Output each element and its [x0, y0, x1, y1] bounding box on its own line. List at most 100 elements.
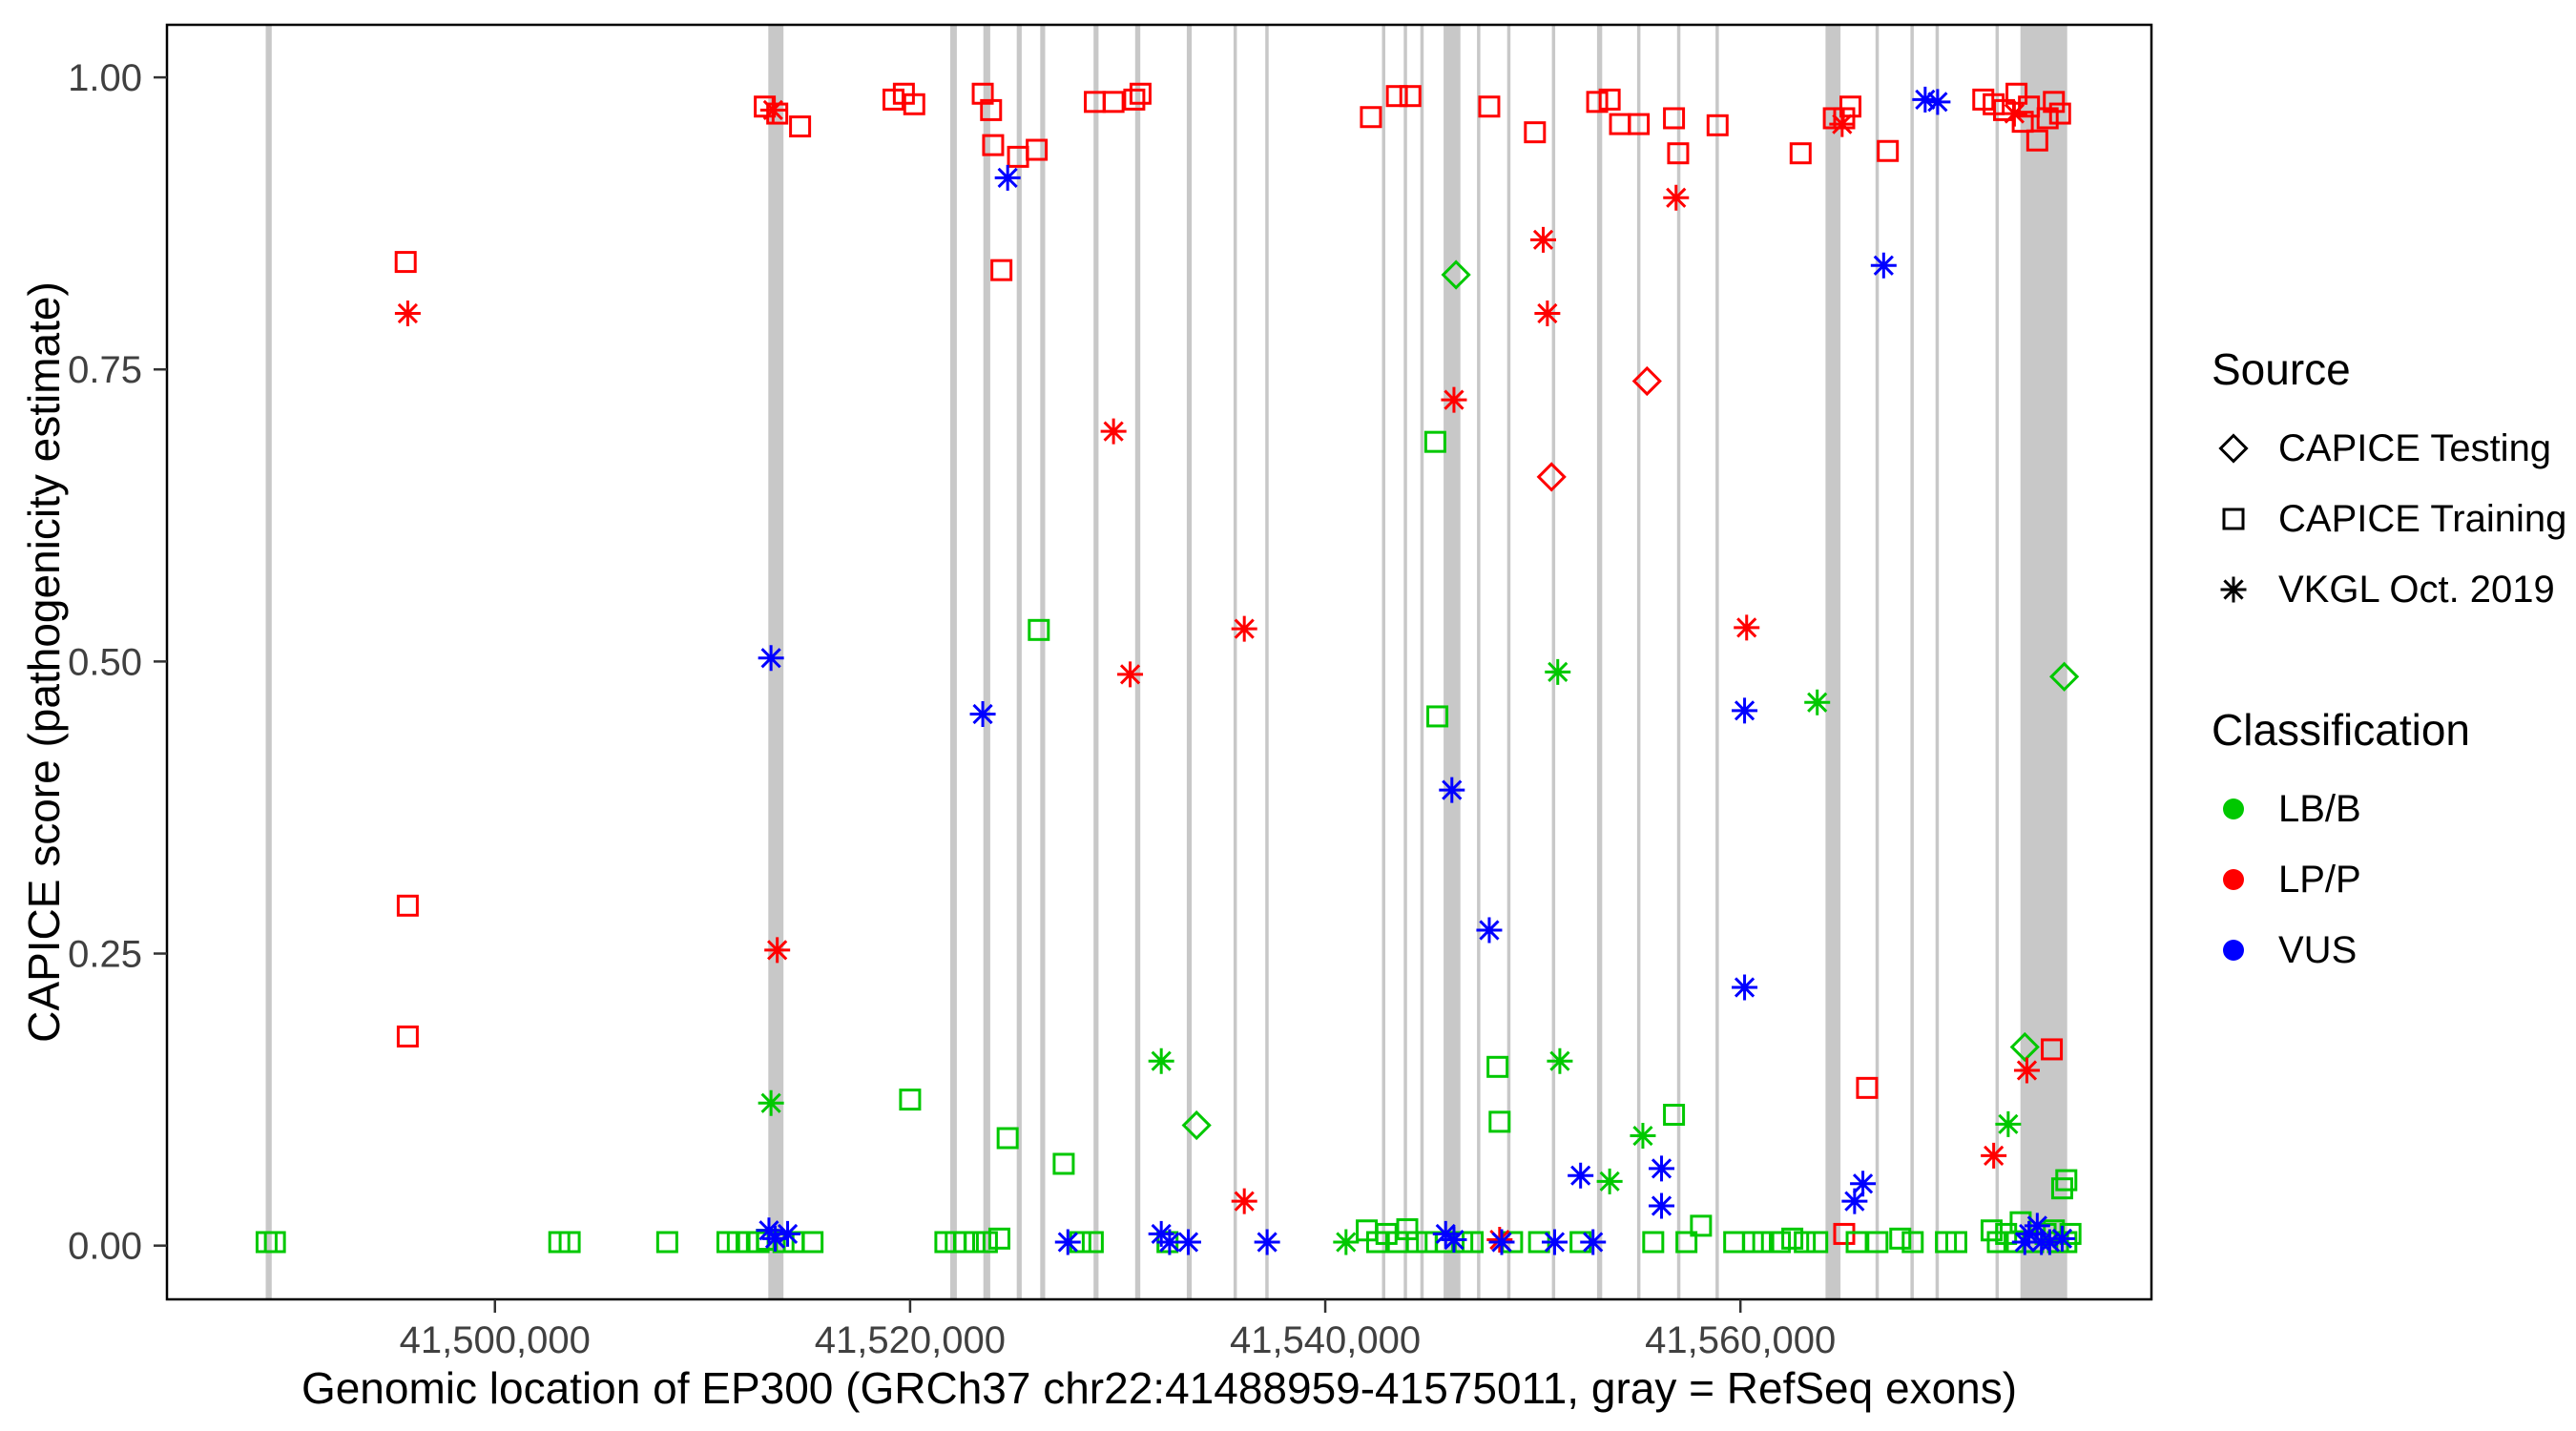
- data-point-square: [1628, 113, 1651, 135]
- data-point-square: [1598, 88, 1621, 111]
- legend-item-label: LP/P: [2278, 858, 2361, 901]
- data-point-asterisk: [2220, 576, 2247, 603]
- x-tick-label: 41,560,000: [1645, 1319, 1836, 1361]
- data-point-asterisk: [394, 300, 421, 326]
- data-point-asterisk: [2024, 1213, 2050, 1239]
- legend-item-lbb: LB/B: [2212, 786, 2566, 832]
- data-point-asterisk: [1649, 1192, 1675, 1219]
- exon-bar: [2020, 25, 2067, 1299]
- legend-item-vus: VUS: [2212, 927, 2566, 973]
- data-point-asterisk: [2013, 1057, 2040, 1084]
- data-point-asterisk: [1117, 661, 1144, 688]
- legend-item-vkgl: VKGL Oct. 2019: [2212, 567, 2566, 612]
- data-point-square: [1123, 88, 1146, 111]
- asterisk-icon: [2220, 576, 2247, 603]
- exon-bar: [949, 25, 957, 1299]
- data-point-diamond: [1631, 365, 1662, 397]
- exon-bar: [1825, 25, 1841, 1299]
- data-point-asterisk: [1441, 386, 1467, 413]
- data-point-square: [1081, 1231, 1104, 1254]
- exon-bar: [1134, 25, 1141, 1299]
- data-point-square: [1423, 430, 1446, 453]
- data-point-asterisk: [1995, 1110, 2022, 1137]
- data-point-asterisk: [1630, 1123, 1656, 1150]
- square-icon: [2222, 508, 2245, 530]
- x-tick-label: 41,540,000: [1230, 1319, 1421, 1361]
- data-point-square: [996, 1127, 1019, 1150]
- legend-item-capice-training: CAPICE Training: [2212, 496, 2566, 542]
- data-point-asterisk: [1596, 1168, 1623, 1194]
- legend-item-label: VKGL Oct. 2019: [2278, 568, 2555, 611]
- legend-source-title: Source: [2212, 344, 2351, 394]
- exon-bar: [1093, 25, 1099, 1299]
- legend-item-capice-testing: CAPICE Testing: [2212, 425, 2566, 471]
- exon-bar: [1910, 25, 1914, 1299]
- data-point-asterisk: [1054, 1229, 1081, 1255]
- data-point-square: [1706, 114, 1729, 136]
- data-point-square: [1667, 142, 1690, 165]
- data-point-asterisk: [1231, 615, 1257, 642]
- exon-bar: [1420, 25, 1424, 1299]
- data-point-square: [2025, 129, 2048, 152]
- data-point-square: [1769, 1231, 1792, 1254]
- data-point-square: [1028, 618, 1050, 641]
- legend-classification-title: Classification: [2212, 705, 2470, 755]
- data-point-square: [1663, 107, 1686, 130]
- data-point-asterisk: [1530, 226, 1557, 253]
- data-point-square: [1488, 1110, 1511, 1133]
- data-point-asterisk: [2001, 100, 2027, 127]
- data-point-square: [1462, 1231, 1485, 1254]
- data-point-square: [396, 894, 419, 917]
- y-tick-label: 0.75: [68, 349, 142, 391]
- data-point-asterisk: [1850, 1171, 1877, 1197]
- data-point-asterisk: [1156, 1229, 1183, 1255]
- data-point-asterisk: [1580, 1229, 1607, 1255]
- data-point-diamond: [1441, 259, 1471, 290]
- data-point-asterisk: [1912, 86, 1939, 113]
- data-point-square: [1901, 1231, 1924, 1254]
- diamond-icon: [2218, 433, 2249, 464]
- data-point-square: [1102, 91, 1125, 114]
- data-point-asterisk: [1254, 1229, 1280, 1255]
- data-point-asterisk: [1649, 1155, 1675, 1182]
- data-point-square: [1789, 142, 1812, 165]
- exon-bar: [1935, 25, 1940, 1299]
- legend-item-lpp: LP/P: [2212, 857, 2566, 902]
- panel-border: [165, 23, 2153, 1301]
- legend-classification-group: Classification LB/B LP/P VUS: [2212, 704, 2566, 973]
- data-point-diamond: [1536, 462, 1567, 492]
- exon-bar: [265, 25, 272, 1299]
- scatter-plot: 41,500,000 41,520,000 41,540,000 41,560,000…: [68, 23, 2153, 1361]
- data-point-square: [655, 1231, 678, 1254]
- data-point-asterisk: [1547, 1047, 1573, 1074]
- data-point-square: [801, 1231, 824, 1254]
- exon-bar: [1016, 25, 1022, 1299]
- data-point-square: [899, 1089, 922, 1111]
- vus-dot-icon: [2223, 940, 2244, 961]
- legend-panel: Source CAPICE Testing CAPICE Training VK…: [2212, 343, 2566, 998]
- exon-bar: [1444, 25, 1461, 1299]
- data-point-asterisk: [761, 1225, 788, 1252]
- data-point-square: [982, 134, 1005, 156]
- data-point-square: [263, 1231, 286, 1254]
- lbb-dot-icon: [2223, 798, 2244, 819]
- data-point-asterisk: [1148, 1047, 1174, 1074]
- data-point-asterisk: [1732, 974, 1758, 1001]
- data-point-square: [1052, 1152, 1075, 1175]
- data-point-square: [789, 115, 812, 138]
- data-point-asterisk: [759, 96, 786, 123]
- y-axis-title: CAPICE score (pathogenicity estimate): [19, 281, 69, 1043]
- data-point-square: [1944, 1231, 1967, 1254]
- exon-bar: [1506, 25, 1511, 1299]
- exon-bar: [1875, 25, 1880, 1299]
- data-point-asterisk: [1924, 89, 1951, 115]
- data-point-asterisk: [1439, 777, 1465, 803]
- data-point-asterisk: [1870, 252, 1897, 279]
- data-point-square: [990, 259, 1013, 281]
- data-point-asterisk: [758, 645, 784, 672]
- data-point-square: [2043, 91, 2066, 114]
- data-point-square: [2222, 508, 2245, 530]
- data-point-square: [394, 251, 417, 274]
- data-point-square: [1723, 1231, 1746, 1254]
- data-point-square: [1866, 1231, 1889, 1254]
